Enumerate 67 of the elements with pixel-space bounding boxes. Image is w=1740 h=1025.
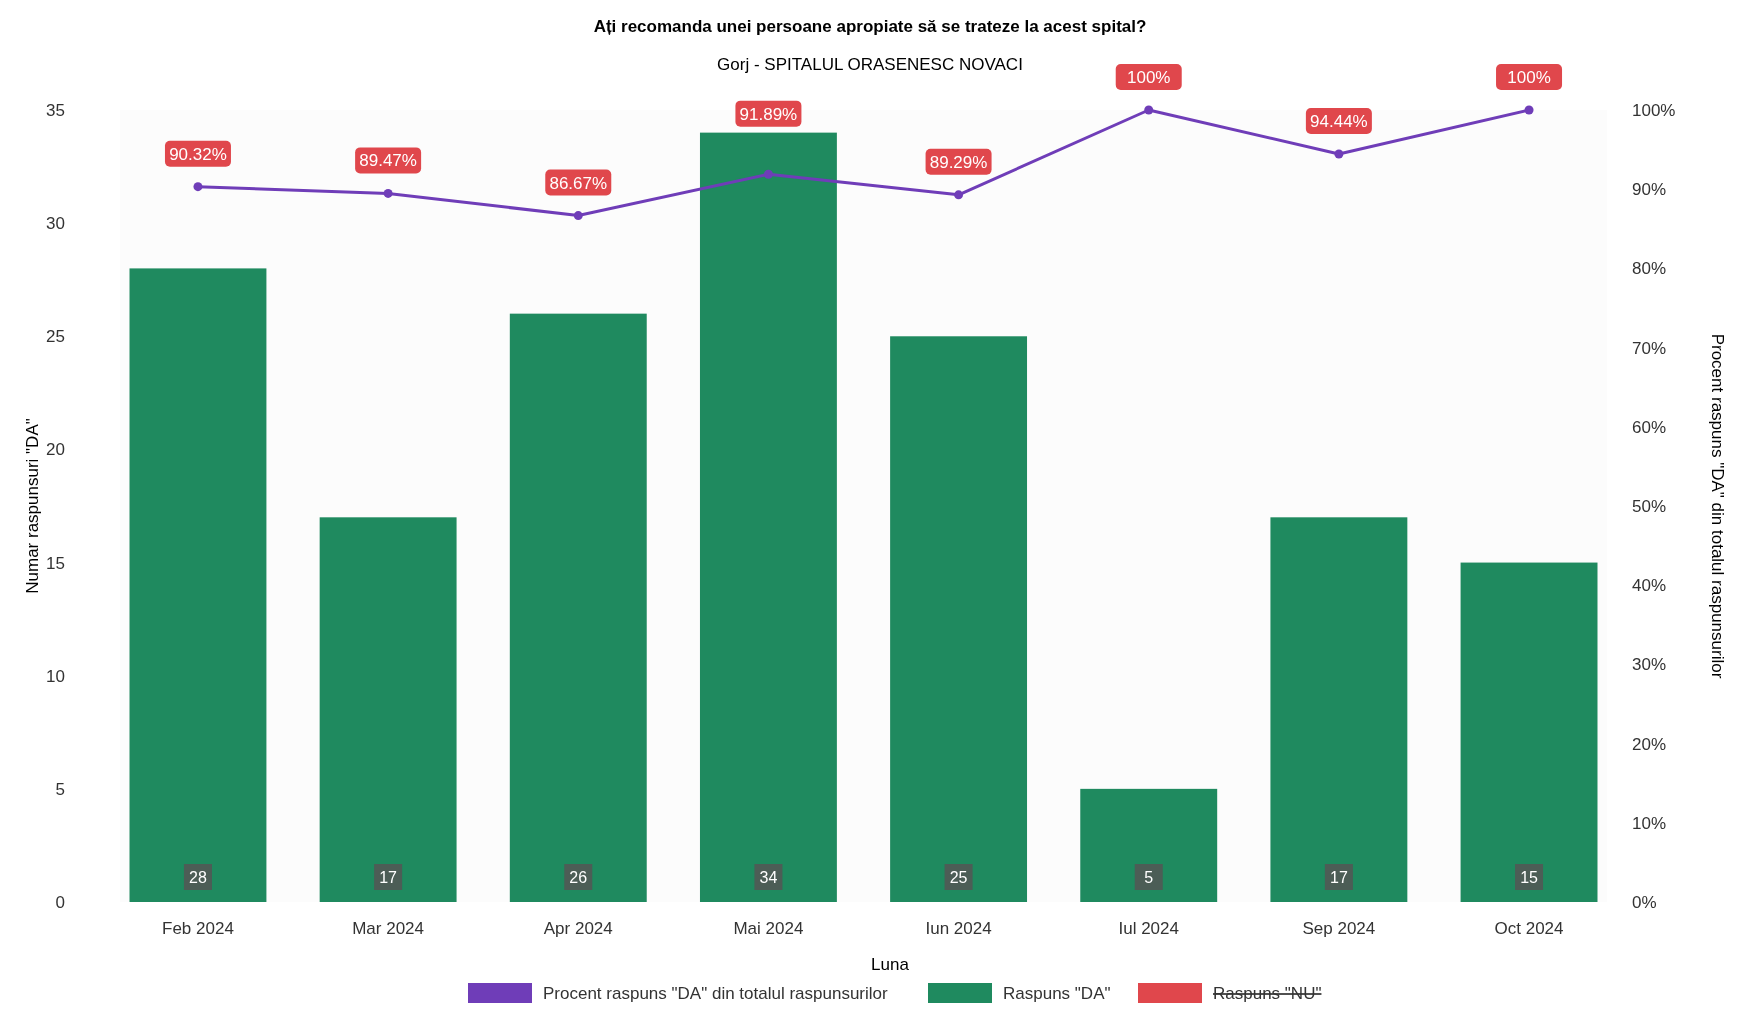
y-axis-title: Numar raspunsuri "DA" (23, 418, 42, 594)
x-tick-label: Mai 2024 (733, 919, 804, 938)
y2-tick-label: 0% (1632, 893, 1657, 912)
data-label: 89.47% (359, 151, 417, 171)
data-label: 17 (379, 869, 398, 886)
point (383, 188, 393, 198)
x-tick-label: Iun 2024 (925, 919, 992, 938)
x-tick-label: Mar 2024 (352, 919, 425, 938)
data-label: 100% (1126, 68, 1171, 87)
data-label: 5 (1144, 869, 1154, 886)
point (1144, 105, 1154, 115)
data-label: 90.32% (169, 144, 227, 164)
bar (1460, 562, 1598, 902)
x-axis-title: Luna (871, 955, 910, 974)
bar (509, 313, 647, 902)
y-tick-label: 0 (55, 893, 65, 912)
bar (1270, 517, 1408, 902)
bar (699, 132, 837, 902)
x-tick-label: Apr 2024 (543, 919, 613, 938)
data-label: 94.44% (1310, 112, 1368, 132)
y2-axis-title: Procent raspuns "DA" din totalul raspunsurilor (1708, 333, 1727, 679)
data-label: 17 (1329, 869, 1348, 886)
x-tick-label: Feb 2024 (162, 919, 234, 938)
y-tick-label: 20 (46, 440, 65, 460)
bar (890, 336, 1028, 902)
data-label: 91.89% (739, 104, 798, 124)
data-label: 28 (189, 869, 207, 886)
y2-tick-label: 50% (1632, 497, 1667, 516)
bar (129, 268, 267, 902)
data-label: 25 (949, 869, 968, 886)
y-tick-label: 5 (55, 779, 65, 799)
data-label: 15 (1520, 869, 1539, 886)
legend-label: Raspuns "NU" (1213, 984, 1322, 1003)
y-tick-label: 30 (46, 214, 65, 234)
bar (1080, 788, 1218, 902)
y-tick-label: 35 (46, 101, 65, 120)
point (1334, 149, 1344, 159)
x-tick-label: Sep 2024 (1302, 919, 1376, 938)
y2-tick-label: 100% (1632, 101, 1676, 120)
y-tick-label: 10 (46, 666, 65, 686)
chart-title: Ați recomanda unei persoane apropiate să se trateze la acest spital? (593, 17, 1147, 36)
y-tick-label: 15 (46, 553, 65, 573)
y2-tick-label: 80% (1632, 259, 1667, 279)
data-label: 26 (569, 869, 588, 886)
y2-tick-label: 10% (1632, 813, 1667, 833)
point (763, 169, 773, 179)
y2-tick-label: 40% (1632, 576, 1667, 596)
x-tick-label: Oct 2024 (1494, 919, 1564, 938)
chart-subtitle: Gorj - SPITALUL ORASENESC NOVACI (717, 55, 1023, 74)
y2-tick-label: 90% (1632, 180, 1667, 200)
point (193, 182, 203, 192)
y-tick-label: 25 (46, 327, 65, 347)
data-label: 100% (1507, 68, 1551, 87)
point (954, 190, 964, 200)
y2-tick-label: 30% (1632, 655, 1667, 675)
y2-tick-label: 20% (1632, 734, 1667, 754)
data-label: 86.67% (549, 173, 608, 193)
data-label: 89.29% (929, 152, 988, 172)
x-tick-label: Iul 2024 (1118, 919, 1179, 938)
point (1524, 105, 1534, 115)
data-label: 34 (759, 869, 778, 886)
bar (319, 517, 457, 902)
point (573, 211, 583, 221)
y2-tick-label: 70% (1632, 338, 1667, 358)
legend-label: Raspuns "DA" (1003, 984, 1111, 1003)
y2-tick-label: 60% (1632, 417, 1667, 437)
legend-label: Procent raspuns "DA" din totalul raspunsurilor (543, 984, 889, 1003)
